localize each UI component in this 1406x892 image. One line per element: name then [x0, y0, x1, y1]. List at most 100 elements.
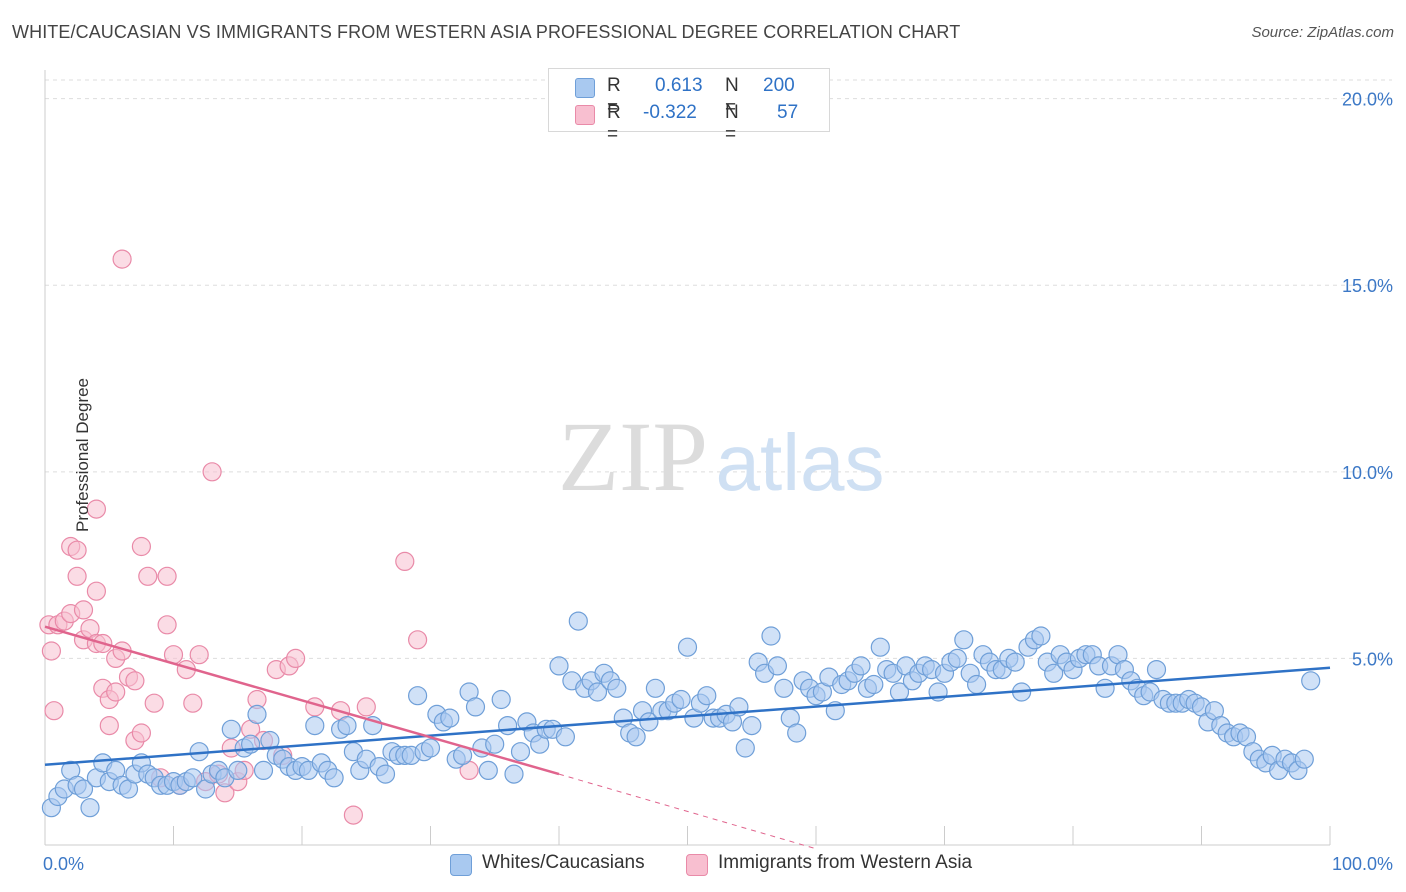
data-point [73, 779, 94, 799]
legend-swatch-blue [450, 854, 472, 876]
data-point [947, 648, 967, 669]
data-point [183, 768, 203, 788]
data-point [408, 686, 428, 706]
data-point [626, 727, 646, 747]
data-point [44, 701, 64, 721]
data-point [67, 566, 87, 586]
watermark-atlas: atlas [716, 418, 885, 507]
legend-swatch-blue [575, 78, 595, 98]
data-point [1301, 671, 1321, 691]
trend-line-immigrants-extension [558, 773, 817, 850]
data-point [138, 566, 158, 586]
data-point [555, 727, 576, 747]
data-point [408, 630, 428, 650]
tick-labels: 5.0% 10.0% 15.0% 20.0% 0.0% 100.0% [43, 90, 1393, 874]
data-point [247, 704, 267, 725]
data-point [286, 648, 306, 669]
axes [44, 70, 1331, 846]
data-point [870, 637, 890, 657]
data-point [1146, 659, 1167, 680]
legend-n-value: 200 [763, 75, 795, 96]
data-point [375, 764, 396, 784]
data-point [1095, 678, 1115, 698]
legend-label-immigrants: Immigrants from Western Asia [718, 852, 973, 873]
data-point [86, 581, 107, 601]
data-point [189, 645, 209, 665]
grid-lines [45, 79, 1392, 659]
data-point [420, 738, 441, 758]
data-point [67, 540, 87, 560]
data-point [478, 760, 498, 781]
legend-r-value: 0.613 [655, 75, 703, 96]
data-point [125, 671, 145, 691]
data-point [864, 674, 884, 695]
y-tick-label: 5.0% [1352, 649, 1393, 669]
data-point [671, 689, 691, 710]
data-point [112, 249, 132, 269]
data-point [465, 697, 486, 717]
y-tick-label: 10.0% [1342, 463, 1393, 483]
data-point [324, 768, 344, 788]
legend-r-value: -0.322 [643, 102, 697, 123]
data-point [1044, 663, 1064, 683]
data-point [504, 764, 524, 784]
y-tick-label: 15.0% [1342, 276, 1393, 296]
data-point [395, 551, 415, 572]
data-point [73, 600, 94, 620]
data-point [1294, 749, 1314, 769]
data-point [157, 566, 177, 586]
data-point [510, 742, 531, 762]
data-point [221, 719, 241, 739]
legend-n-label: N = [725, 75, 739, 118]
data-point [253, 760, 274, 781]
data-point [954, 630, 974, 650]
data-point [337, 715, 357, 736]
legend-swatch-pink [686, 854, 708, 876]
data-point [1031, 626, 1051, 646]
data-point [491, 689, 511, 710]
data-point [787, 723, 807, 743]
data-point [99, 715, 119, 736]
data-point [607, 678, 627, 698]
y-axis-label: Professional Degree [73, 377, 93, 533]
data-point [639, 712, 659, 732]
data-point [183, 693, 203, 713]
data-point [440, 708, 460, 728]
data-point [851, 656, 871, 676]
data-point [144, 693, 164, 713]
legend-correlation: R = 0.613 N = 200 R = -0.322 N = 57 [548, 68, 830, 145]
data-point [735, 738, 755, 758]
trend-line-whites [44, 666, 1331, 767]
data-point [774, 678, 794, 698]
legend-n-value: 57 [777, 102, 799, 123]
data-point [106, 682, 126, 702]
data-point [549, 656, 569, 676]
y-tick-label: 20.0% [1342, 90, 1393, 110]
data-point [767, 656, 788, 676]
data-point [645, 678, 666, 698]
data-point [131, 723, 151, 743]
data-point [41, 641, 62, 661]
legend-r-label: R = [607, 102, 621, 145]
data-point [343, 805, 363, 825]
trend-lines [44, 625, 1331, 850]
data-point [498, 715, 518, 736]
data-point [742, 715, 762, 736]
data-point [228, 760, 248, 781]
trend-line-immigrants [44, 625, 560, 776]
x-tick-label-min: 0.0% [43, 854, 84, 874]
data-point [202, 462, 222, 482]
legend-r-label: R = [607, 75, 621, 118]
data-point [1005, 652, 1025, 672]
data-point [131, 536, 151, 557]
data-point [80, 798, 100, 818]
watermark-zip: ZIP [558, 401, 708, 512]
legend-swatch-pink [575, 105, 595, 125]
chart-title: WHITE/CAUCASIAN VS IMMIGRANTS FROM WESTE… [12, 22, 961, 42]
data-point [761, 626, 781, 646]
data-point [568, 611, 588, 631]
watermark: ZIP atlas [558, 401, 884, 512]
data-point [697, 686, 717, 706]
data-point [485, 734, 505, 754]
